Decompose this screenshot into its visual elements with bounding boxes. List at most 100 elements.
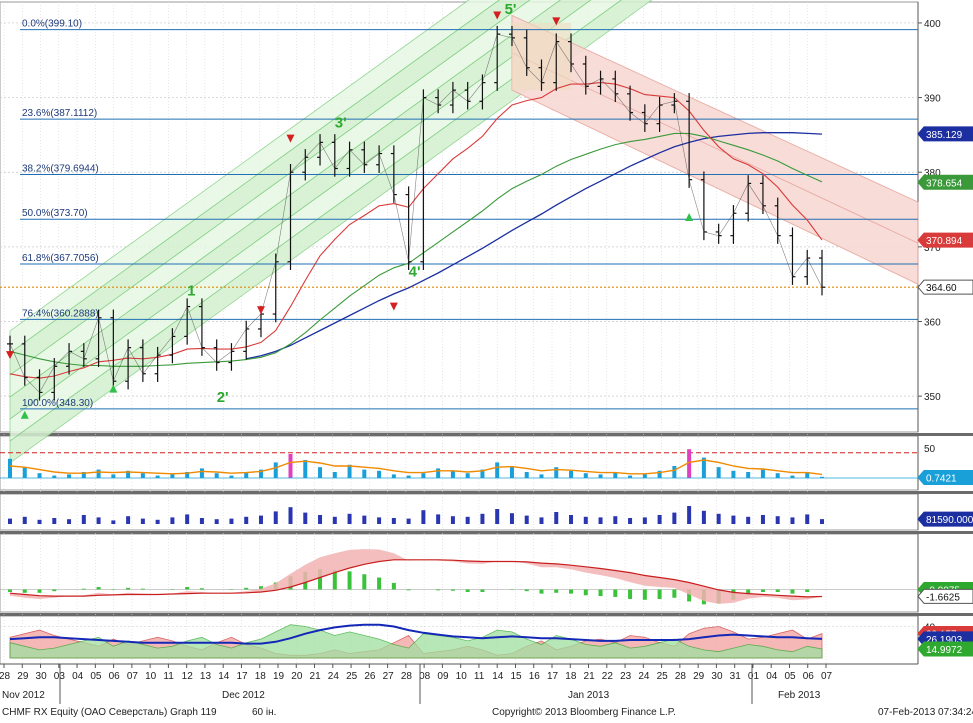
volume-bar [406,518,411,524]
x-axis-month-label: Jan 2013 [568,690,610,701]
price-close-line [9,33,823,393]
macd-histogram-bar [583,589,588,596]
uptrend-channel-band [9,0,531,376]
macd-histogram-bar [613,589,618,597]
momentum-bar [37,473,42,478]
x-axis-day-label: 09 [437,671,449,682]
macd-histogram-bar [362,574,367,590]
price-last-value-tag-bg [917,232,973,248]
x-axis-day-label: 28 [401,671,413,682]
x-axis-day-label: 06 [803,671,815,682]
fib-level-label: 0.0%(399.10) [22,19,82,30]
macd-histogram-bar [140,588,145,590]
x-axis-day-label: 05 [784,671,796,682]
macd-histogram-bar [347,571,352,590]
macd-histogram-bar [672,589,677,598]
volume-bar [347,513,352,524]
price-last-value-tag: 378.654 [926,178,963,189]
volume-bar [214,519,219,524]
x-axis-day-label: 07 [127,671,139,682]
x-axis-day-label: 22 [602,671,614,682]
x-axis-day-label: 17 [547,671,559,682]
sell-marker [286,134,295,143]
volume-bar [81,515,86,524]
x-axis-day-label: 24 [328,671,340,682]
volume-bar [52,518,57,524]
momentum-bar [347,464,352,478]
momentum-bar [642,474,647,478]
macd-histogram-bar [598,589,603,597]
macd-histogram-bar [436,589,441,591]
x-axis-day-label: 28 [675,671,687,682]
volume-bar [318,515,323,524]
momentum-bar [318,467,323,478]
macd-histogram-bar [775,589,780,592]
volume-bar [450,516,455,524]
momentum-signal-line [9,459,823,476]
x-axis-day-label: 20 [291,671,303,682]
adx-line [9,623,823,645]
volume-bar [569,515,574,524]
momentum-bar [185,472,190,478]
panel-vol [0,493,919,531]
copyright-text: Copyright© 2013 Bloomberg Finance L.P. [492,707,676,718]
x-axis-band [0,664,973,706]
volume-bar [67,519,72,524]
price-last-value-tag-bg [917,174,973,190]
volume-bar [480,513,485,524]
elliott-wave-label: 2' [217,389,229,406]
volume-bar [96,517,101,524]
fib-level-label: 23.6%(387.1112) [22,108,97,119]
momentum-bar [52,475,57,478]
dmi-last-value-tag-bg [917,641,973,657]
macd-histogram-bar [524,589,529,592]
momentum-bar [687,449,692,478]
momentum-bar [805,472,810,478]
x-axis-day-label: 28 [0,671,11,682]
momentum-bar [406,475,411,478]
x-axis-day-label: 11 [163,671,174,682]
volume-bar [185,514,190,524]
x-axis-day-label: 05 [90,671,102,682]
volume-bar [126,516,131,524]
macd-histogram-bar [687,589,692,602]
macd-histogram-bar [126,587,131,590]
panel-macd [0,533,919,613]
x-axis-day-label: 11 [474,671,485,682]
momentum-bar [628,475,633,478]
volume-bar [583,516,588,524]
momentum-bar [67,474,72,478]
fib-level-label: 100.0%(348.30) [22,398,93,409]
macd-histogram-bar [258,586,263,590]
price-tick-label: 380 [924,168,941,179]
momentum-bar [258,469,263,478]
volume-bar [539,517,544,524]
volume-bar [554,512,559,524]
x-axis-day-label: 29 [693,671,705,682]
volume-bar [642,517,647,524]
volume-bar [495,509,500,524]
x-axis-day-label: 04 [766,671,778,682]
volume-bar [701,510,706,524]
momentum-last-value-tag-bg [917,470,973,486]
volume-bar [258,515,263,524]
momentum-bar [746,472,751,478]
x-axis-day-label: 17 [236,671,248,682]
volume-bar [332,516,337,524]
momentum-bar [716,467,721,478]
momentum-bar [199,468,204,478]
macd-histogram-bar [465,589,470,592]
x-axis-month-label: Dec 2012 [222,690,265,701]
volume-bar [613,516,618,524]
volume-bar [598,517,603,524]
macd-histogram-bar [642,589,647,600]
momentum-bar [598,474,603,478]
uptrend-channel-band [9,0,592,420]
momentum-bar [111,474,116,478]
panel-separator [0,531,973,534]
fib-level-label: 76.4%(360.2888) [22,308,99,319]
volume-bar [524,515,529,524]
macd-histogram-bar [805,589,810,592]
macd-signal-line [9,559,823,598]
momentum-bar [701,457,706,478]
